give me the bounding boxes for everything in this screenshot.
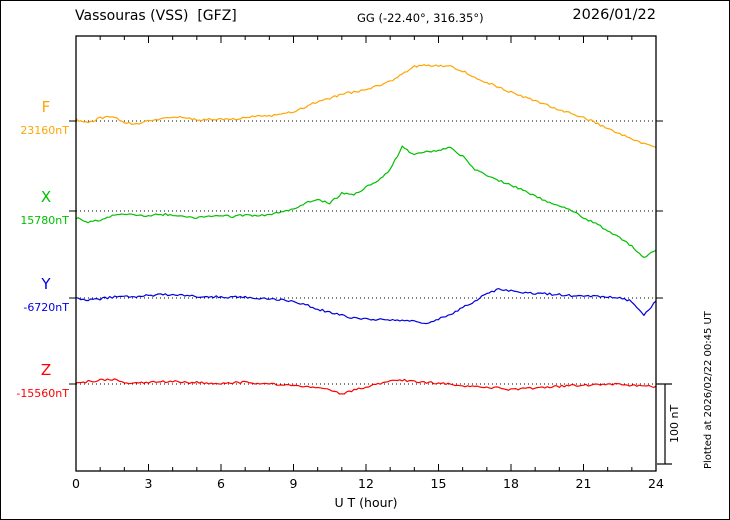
plot-date: 2026/01/22 — [572, 7, 656, 23]
series-baseline-X: 15780nT — [20, 214, 69, 227]
x-tick-label: 12 — [358, 476, 374, 491]
series-label-Y: Y — [41, 275, 51, 293]
series-baseline-Z: -15560nT — [16, 387, 69, 400]
x-tick-label: 21 — [575, 476, 592, 491]
x-tick-label: 24 — [648, 476, 664, 491]
x-tick-label: 6 — [217, 476, 225, 491]
station-title: Vassouras (VSS) [GFZ] — [75, 8, 237, 24]
x-tick-label: 18 — [503, 476, 519, 491]
x-tick-label: 0 — [72, 476, 80, 491]
x-tick-label: 9 — [289, 476, 298, 491]
plotted-timestamp-note: Plotted at 2026/02/22 00:45 UT — [703, 311, 714, 469]
geographic-coords: GG (-22.40°, 316.35°) — [357, 11, 484, 25]
trace-Y — [75, 288, 657, 325]
series-label-Z: Z — [40, 361, 52, 379]
series-baseline-F: 23160nT — [20, 124, 69, 137]
trace-F — [75, 64, 657, 148]
scale-bar-label: 100 nT — [668, 404, 681, 444]
x-axis-label: U T (hour) — [334, 495, 398, 510]
trace-X — [75, 145, 657, 258]
x-axis-tick-labels: 0 3 6 9 12 15 18 21 24 — [1, 476, 729, 492]
series-label-X: X — [40, 188, 52, 206]
x-tick-label: 3 — [144, 476, 153, 491]
plot-frame — [75, 35, 657, 472]
trace-Z — [75, 378, 657, 395]
series-baseline-Y: -6720nT — [23, 301, 69, 314]
x-tick-label: 15 — [430, 476, 447, 491]
series-label-F: F — [41, 98, 51, 116]
